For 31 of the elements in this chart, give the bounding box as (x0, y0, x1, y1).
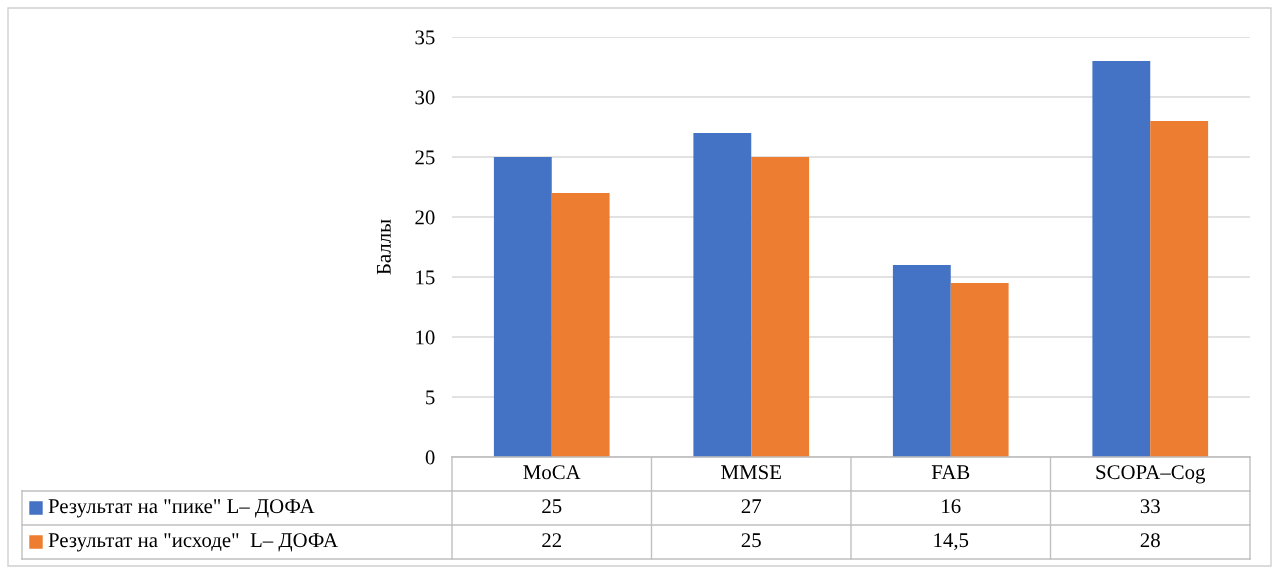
y-tick-label: 20 (415, 210, 435, 225)
y-tick-label: 15 (416, 270, 435, 285)
data-label: 22 (542, 533, 562, 548)
y-tick-label: 30 (415, 90, 435, 105)
x-tick-label: FAB (931, 465, 970, 480)
bar (1150, 121, 1209, 457)
x-tick-label: SCOPA–Cog (1096, 465, 1206, 484)
y-tick-label: 0 (425, 450, 435, 465)
y-axis-title: Баллы (376, 219, 391, 275)
data-label: 25 (741, 533, 761, 548)
y-tick-label: 35 (415, 30, 435, 45)
bar (892, 265, 951, 457)
y-tick-label: 10 (416, 330, 435, 345)
legend-label: Результат на "пике" L– ДОФА (48, 499, 315, 518)
bar (751, 157, 810, 457)
bar (693, 133, 752, 457)
data-label: 27 (741, 499, 762, 514)
legend-label: Результат на "исходе" L– ДОФА (48, 533, 338, 552)
x-tick-label: MoCA (523, 465, 581, 480)
data-label: 16 (942, 499, 961, 514)
x-tick-label: MMSE (721, 465, 781, 480)
data-label: 28 (1140, 533, 1160, 548)
bar (493, 157, 552, 457)
data-label: 25 (542, 499, 562, 514)
bar (1092, 61, 1151, 457)
bar (551, 193, 610, 457)
data-label: 14,5 (934, 533, 969, 551)
data-label: 33 (1140, 499, 1160, 514)
y-tick-label: 5 (426, 390, 435, 405)
y-tick-label: 25 (415, 150, 435, 165)
bar (950, 283, 1009, 457)
